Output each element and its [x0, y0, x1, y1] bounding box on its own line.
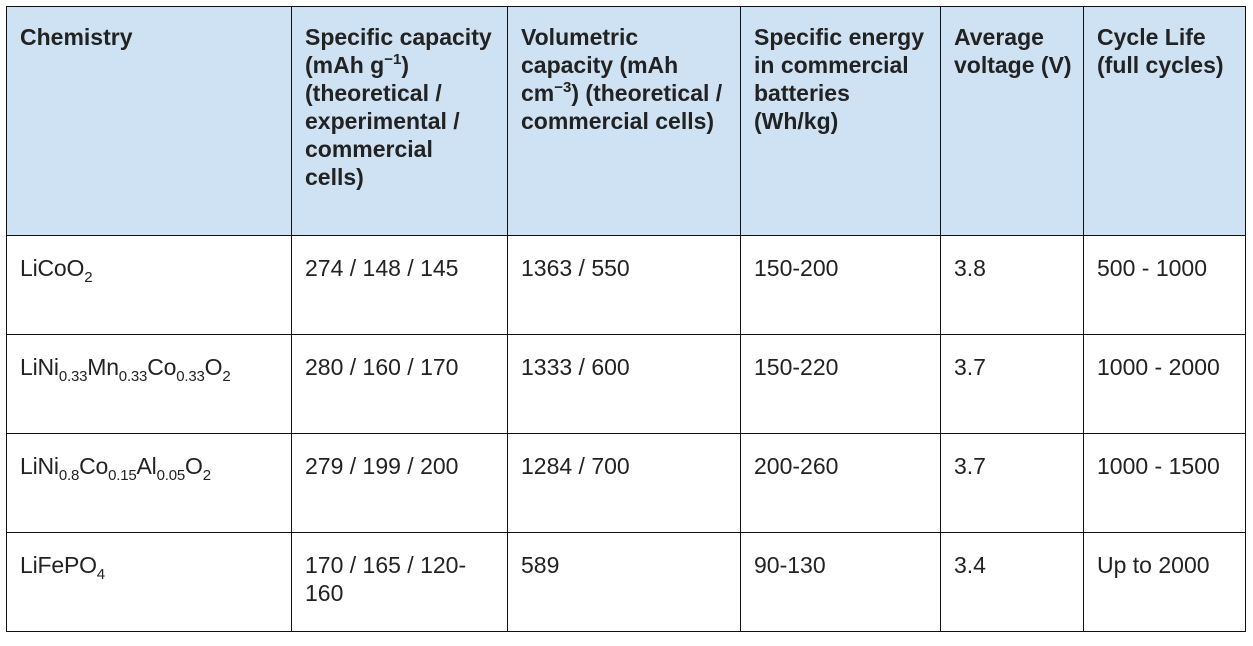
specific-capacity-cell: 274 / 148 / 145: [291, 235, 508, 335]
header-specific-capacity-post: ) (theoretical / experimental / commerci…: [305, 52, 460, 190]
average-voltage-cell: 3.4: [940, 532, 1084, 632]
chemistry-cell: LiCoO2: [6, 235, 292, 335]
header-average-voltage: Average voltage (V): [940, 6, 1084, 236]
chemistry-text: LiNi: [20, 354, 59, 380]
specific-energy-cell: 200-260: [740, 433, 941, 533]
chemistry-cell: LiNi0.8Co0.15Al0.05O2: [6, 433, 292, 533]
cycle-life-cell: 1000 - 2000: [1083, 334, 1246, 434]
header-volumetric-capacity-post: ) (theoretical / commercial cells): [521, 80, 723, 134]
chemistry-subscript: 2: [222, 368, 231, 385]
header-cycle-life: Cycle Life (full cycles): [1083, 6, 1246, 236]
cycle-life-cell: 1000 - 1500: [1083, 433, 1246, 533]
chemistry-text: LiCoO: [20, 255, 85, 281]
chemistry-text: Mn: [87, 354, 119, 380]
table-row: LiFePO4 170 / 165 / 120-160 589 90-130 3…: [6, 532, 1246, 632]
chemistry-subscript: 0.8: [58, 467, 80, 484]
specific-capacity-cell: 280 / 160 / 170: [291, 334, 508, 434]
chemistry-subscript: 0.33: [58, 368, 88, 385]
chemistry-text: Co: [79, 453, 109, 479]
chemistry-subscript: 4: [96, 566, 105, 583]
chemistry-subscript: 2: [84, 269, 93, 286]
chemistry-text: O: [204, 354, 223, 380]
header-specific-energy: Specific energy in commercial batteries …: [740, 6, 941, 236]
table-row: LiNi0.33Mn0.33Co0.33O2 280 / 160 / 170 1…: [6, 334, 1246, 434]
chemistry-subscript: 0.33: [118, 368, 148, 385]
volumetric-capacity-cell: 1333 / 600: [507, 334, 741, 434]
table-row: LiCoO2 274 / 148 / 145 1363 / 550 150-20…: [6, 235, 1246, 335]
chemistry-text: O: [184, 453, 203, 479]
average-voltage-cell: 3.8: [940, 235, 1084, 335]
average-voltage-cell: 3.7: [940, 433, 1084, 533]
cycle-life-cell: Up to 2000: [1083, 532, 1246, 632]
cycle-life-cell: 500 - 1000: [1083, 235, 1246, 335]
specific-energy-cell: 150-220: [740, 334, 941, 434]
header-volumetric-capacity-pre: Volumetric capacity (mAh cm: [521, 24, 679, 106]
header-volumetric-capacity: Volumetric capacity (mAh cm−3) (theoreti…: [507, 6, 741, 236]
specific-energy-cell: 150-200: [740, 235, 941, 335]
chemistry-text: LiNi: [20, 453, 59, 479]
battery-chemistry-table: Chemistry Specific capacity (mAh g−1) (t…: [6, 6, 1246, 632]
average-voltage-cell: 3.7: [940, 334, 1084, 434]
volumetric-capacity-cell: 1284 / 700: [507, 433, 741, 533]
header-row: Chemistry Specific capacity (mAh g−1) (t…: [6, 6, 1246, 236]
volumetric-capacity-cell: 1363 / 550: [507, 235, 741, 335]
volumetric-capacity-cell: 589: [507, 532, 741, 632]
table-row: LiNi0.8Co0.15Al0.05O2 279 / 199 / 200 12…: [6, 433, 1246, 533]
header-specific-capacity-superscript: −1: [384, 51, 402, 68]
chemistry-text: Al: [136, 453, 157, 479]
chemistry-subscript: 2: [202, 467, 211, 484]
chemistry-cell: LiFePO4: [6, 532, 292, 632]
chemistry-subscript: 0.33: [176, 368, 205, 385]
specific-energy-cell: 90-130: [740, 532, 941, 632]
specific-capacity-cell: 170 / 165 / 120-160: [291, 532, 508, 632]
header-volumetric-capacity-superscript: −3: [554, 79, 572, 96]
chemistry-subscript: 0.15: [108, 467, 137, 484]
chemistry-cell: LiNi0.33Mn0.33Co0.33O2: [6, 334, 292, 434]
header-specific-capacity: Specific capacity (mAh g−1) (theoretical…: [291, 6, 508, 236]
header-specific-capacity-pre: Specific capacity (mAh g: [305, 24, 492, 78]
chemistry-text: Co: [147, 354, 177, 380]
header-chemistry: Chemistry: [6, 6, 292, 236]
specific-capacity-cell: 279 / 199 / 200: [291, 433, 508, 533]
chemistry-text: LiFePO: [20, 552, 97, 578]
chemistry-subscript: 0.05: [156, 467, 186, 484]
